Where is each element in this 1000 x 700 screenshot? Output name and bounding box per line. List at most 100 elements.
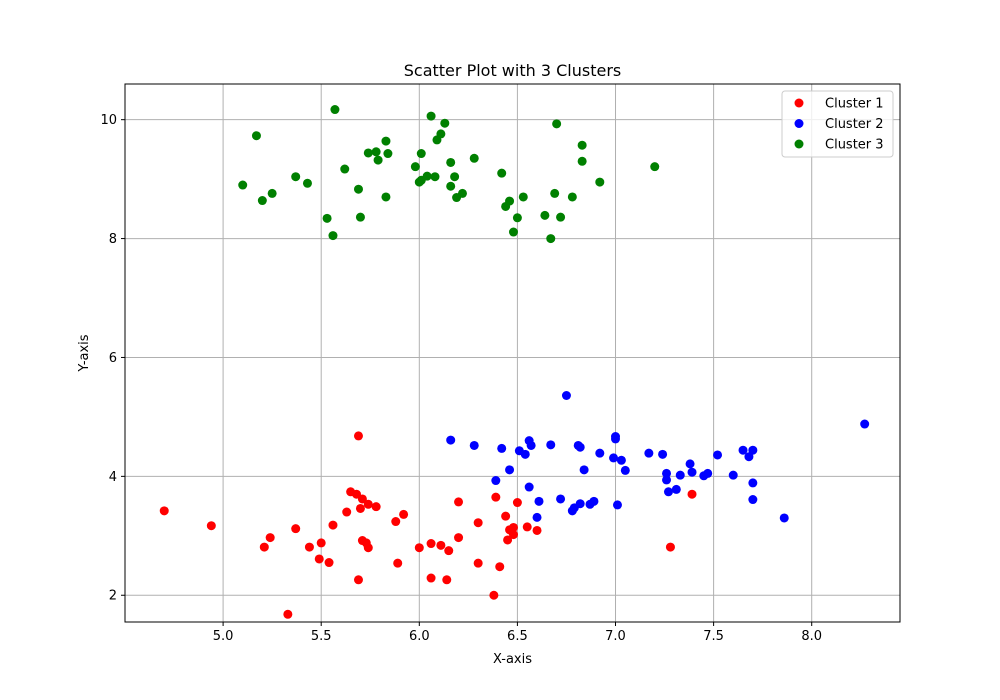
scatter-point-cluster-1 (532, 525, 542, 535)
scatter-point-cluster-2 (446, 435, 456, 445)
scatter-point-cluster-2 (589, 496, 599, 506)
y-tick-label: 8 (109, 232, 117, 247)
scatter-point-cluster-2 (685, 459, 695, 469)
scatter-point-cluster-2 (675, 470, 685, 480)
scatter-point-cluster-2 (546, 440, 556, 450)
plot-frame (124, 83, 901, 623)
y-tick-label: 4 (109, 470, 117, 485)
scatter-point-cluster-3 (426, 111, 436, 121)
scatter-point-cluster-2 (703, 468, 713, 478)
scatter-point-cluster-3 (340, 164, 350, 174)
scatter-point-cluster-3 (238, 180, 248, 190)
legend-label-cluster-1: Cluster 1 (825, 97, 884, 112)
scatter-point-cluster-3 (330, 105, 340, 115)
scatter-point-cluster-1 (328, 520, 338, 530)
scatter-point-cluster-2 (526, 440, 536, 450)
scatter-point-cluster-1 (473, 558, 483, 568)
scatter-point-cluster-3 (446, 181, 456, 191)
scatter-point-cluster-3 (328, 231, 338, 241)
scatter-point-cluster-2 (469, 440, 479, 450)
scatter-point-cluster-1 (391, 517, 401, 527)
legend-marker-cluster-2 (794, 119, 804, 128)
scatter-point-cluster-1 (314, 554, 324, 564)
x-tick-label: 6.5 (507, 629, 528, 644)
scatter-point-cluster-2 (748, 495, 758, 505)
scatter-point-cluster-1 (353, 431, 363, 441)
scatter-point-cluster-3 (508, 227, 518, 237)
scatter-point-cluster-1 (473, 518, 483, 528)
scatter-point-cluster-2 (532, 512, 542, 522)
scatter-point-cluster-2 (713, 450, 723, 460)
scatter-point-cluster-2 (662, 468, 672, 478)
scatter-point-cluster-2 (595, 448, 605, 458)
scatter-point-cluster-2 (612, 500, 622, 510)
scatter-point-cluster-3 (650, 162, 660, 172)
scatter-point-cluster-2 (671, 484, 681, 494)
scatter-point-cluster-2 (575, 499, 585, 509)
scatter-point-cluster-1 (687, 489, 697, 499)
scatter-point-cluster-1 (454, 497, 464, 507)
legend-marker-cluster-3 (794, 139, 804, 149)
scatter-point-cluster-1 (353, 575, 363, 585)
scatter-point-cluster-3 (567, 192, 577, 202)
scatter-point-cluster-2 (505, 465, 515, 475)
grid (125, 84, 900, 622)
scatter-point-cluster-2 (748, 445, 758, 455)
x-tick-label: 5.5 (311, 629, 332, 644)
scatter-point-cluster-3 (577, 140, 587, 150)
scatter-point-cluster-1 (495, 562, 505, 572)
scatter-point-cluster-3 (497, 168, 507, 178)
legend-label-cluster-2: Cluster 2 (825, 117, 884, 132)
x-tick-label: 8.0 (801, 629, 822, 644)
scatter-point-cluster-2 (534, 496, 544, 506)
scatter-point-cluster-3 (422, 171, 432, 181)
scatter-point-cluster-1 (444, 546, 454, 556)
data-points (159, 105, 870, 619)
scatter-point-cluster-1 (355, 503, 365, 513)
scatter-point-cluster-1 (426, 573, 436, 583)
y-tick-label: 2 (109, 589, 117, 604)
scatter-point-cluster-2 (687, 467, 697, 477)
legend-marker-cluster-1 (794, 98, 804, 108)
scatter-point-cluster-2 (575, 442, 585, 452)
scatter-point-cluster-3 (322, 213, 332, 223)
scatter-point-cluster-2 (644, 448, 654, 458)
scatter-point-cluster-3 (556, 212, 566, 222)
x-axis-label: X-axis (493, 652, 532, 667)
scatter-point-cluster-3 (363, 148, 373, 158)
scatter-point-cluster-3 (518, 192, 528, 202)
scatter-point-cluster-1 (501, 511, 511, 521)
scatter-point-cluster-3 (577, 156, 587, 166)
scatter-point-cluster-3 (550, 188, 560, 198)
scatter-point-cluster-1 (342, 507, 352, 517)
scatter-point-cluster-3 (595, 177, 605, 187)
scatter-point-cluster-3 (355, 212, 365, 222)
scatter-point-cluster-3 (546, 234, 556, 244)
scatter-point-cluster-1 (363, 499, 373, 509)
scatter-point-cluster-2 (609, 453, 619, 463)
x-tick-label: 5.0 (213, 629, 234, 644)
scatter-point-cluster-2 (620, 465, 630, 475)
scatter-point-cluster-3 (552, 119, 562, 129)
scatter-point-cluster-2 (663, 487, 673, 497)
scatter-point-cluster-2 (744, 452, 754, 462)
legend-frame (781, 90, 894, 158)
scatter-point-cluster-3 (446, 157, 456, 167)
scatter-point-cluster-3 (512, 213, 522, 223)
scatter-point-cluster-3 (373, 155, 383, 165)
scatter-point-cluster-1 (206, 521, 216, 531)
scatter-point-cluster-1 (291, 524, 301, 534)
scatter-point-cluster-3 (257, 196, 267, 206)
scatter-point-cluster-2 (779, 513, 789, 523)
scatter-point-cluster-1 (283, 609, 293, 619)
x-tick-label: 7.0 (605, 629, 626, 644)
scatter-point-cluster-1 (503, 535, 513, 545)
scatter-point-cluster-2 (556, 494, 566, 504)
x-tick-label: 7.5 (703, 629, 724, 644)
scatter-point-cluster-1 (442, 575, 452, 585)
scatter-point-cluster-1 (371, 502, 381, 512)
scatter-point-cluster-1 (316, 538, 326, 548)
y-axis-label: Y-axis (77, 334, 92, 372)
axis-ticks: 5.0 5.5 6.0 6.5 7.0 7.5 8.0 2 4 6 8 10 (100, 113, 822, 644)
scatter-point-cluster-1 (399, 509, 409, 519)
